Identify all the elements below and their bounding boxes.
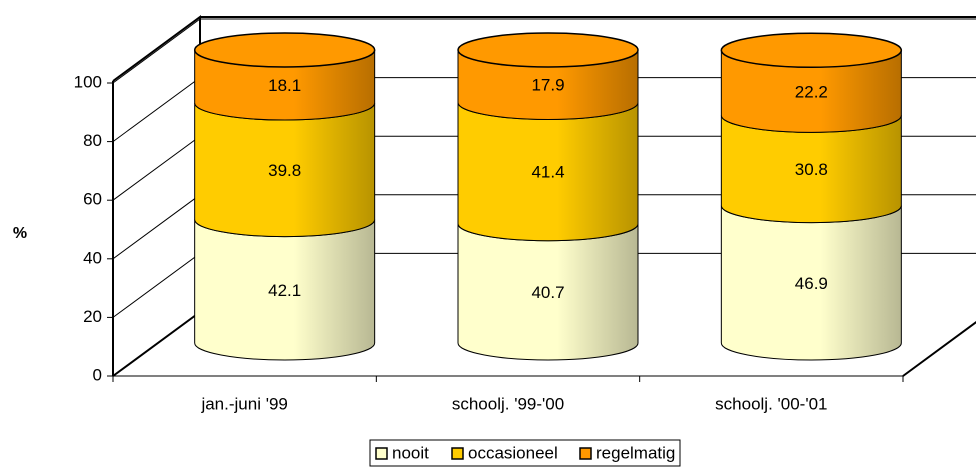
x-tick-label: schoolj. '99-'00: [452, 394, 564, 413]
y-tick-label: 40: [83, 248, 102, 267]
legend-swatch-nooit: [375, 447, 388, 460]
data-label-regelmatig: 18.1: [268, 76, 301, 95]
legend-label-nooit: nooit: [392, 443, 429, 462]
bar-shading-nooit: [721, 205, 902, 360]
bar-shading-occasioneel: [194, 103, 375, 237]
legend-label-occasioneel: occasioneel: [468, 443, 558, 462]
cylinder-schoolj-99-00: [457, 32, 639, 361]
legend-label-regelmatig: regelmatig: [596, 443, 675, 462]
side-wall: [112, 15, 201, 377]
y-tick-label: 60: [83, 190, 102, 209]
x-tick-label: jan.-juni '99: [200, 394, 287, 413]
legend-box: [369, 439, 681, 467]
legend: nooit occasioneel regelmatig: [369, 439, 681, 467]
bar-shading-occasioneel: [458, 102, 638, 241]
cylinder-jan-juni-99: [193, 32, 376, 361]
data-label-occasioneel: 30.8: [795, 160, 828, 179]
bar-shading-nooit: [194, 219, 375, 360]
data-label-nooit: 40.7: [531, 283, 564, 302]
data-label-nooit: 46.9: [795, 274, 828, 293]
y-tick-label: 80: [83, 131, 102, 150]
cylinder-schoolj-00-01: [720, 32, 903, 361]
y-axis-title: %: [13, 225, 27, 242]
bar-top-regelmatig: [457, 32, 639, 68]
data-label-regelmatig: 22.2: [795, 82, 828, 101]
data-label-regelmatig: 17.9: [531, 76, 564, 95]
bar-shading-nooit: [458, 223, 638, 360]
bar-shading-regelmatig: [721, 50, 902, 133]
y-tick-label: 100: [74, 72, 102, 91]
x-tick-label: schoolj. '00-'01: [715, 394, 827, 413]
gridline: [112, 18, 976, 84]
data-label-occasioneel: 39.8: [268, 161, 301, 180]
legend-swatch-regelmatig: [579, 447, 592, 460]
bar-shading-occasioneel: [721, 115, 902, 223]
bar-top-regelmatig: [193, 32, 376, 68]
data-label-occasioneel: 41.4: [531, 163, 564, 182]
bar-shading-regelmatig: [458, 50, 638, 120]
bar-shading-regelmatig: [194, 50, 375, 121]
data-labels: 42.1 39.8 18.1 40.7 41.4 17.9 46.9 30.8 22.2: [268, 76, 828, 302]
y-tick-label: 20: [83, 307, 102, 326]
axes: 0 20 40 60 80 100 jan.-juni '99 schoolj. '99-'0…: [74, 72, 904, 413]
back-wall: [200, 16, 976, 377]
bars: [193, 32, 903, 361]
y-tick-label: 0: [93, 365, 102, 384]
legend-swatch-occasioneel: [451, 447, 464, 460]
data-label-nooit: 42.1: [268, 281, 301, 300]
bar-top-regelmatig: [720, 32, 903, 69]
